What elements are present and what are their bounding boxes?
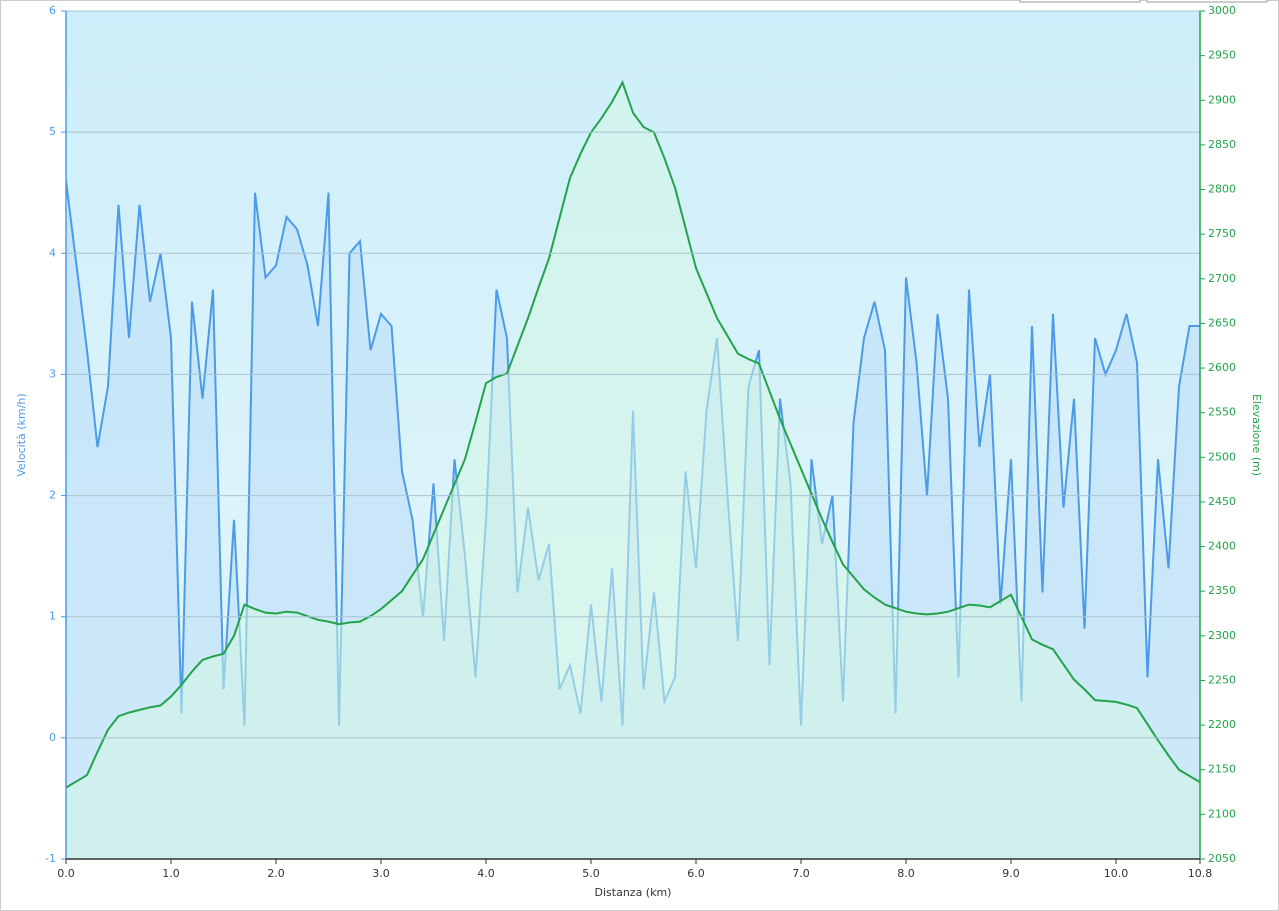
toolbar-button[interactable] (1019, 0, 1141, 3)
y2-tick-label: 2200 (1208, 718, 1236, 731)
x-tick-label: 3.0 (372, 867, 390, 880)
y2-tick-label: 2700 (1208, 272, 1236, 285)
y-tick-label: 4 (49, 246, 56, 259)
y-tick-label: 2 (49, 489, 56, 502)
plot-layer (66, 79, 1200, 859)
x-tick-label: 0.0 (57, 867, 75, 880)
x-tick-label: 2.0 (267, 867, 285, 880)
y2-tick-label: 2100 (1208, 807, 1236, 820)
x-axis-label: Distanza (km) (595, 886, 672, 899)
y2-tick-label: 2250 (1208, 673, 1236, 686)
y-tick-label: 5 (49, 125, 56, 138)
y2-tick-label: 3000 (1208, 4, 1236, 17)
y2-tick-label: 2850 (1208, 138, 1236, 151)
y2-tick-label: 2600 (1208, 361, 1236, 374)
x-tick-label: 6.0 (687, 867, 705, 880)
x-tick-label: 4.0 (477, 867, 495, 880)
y2-tick-label: 2450 (1208, 495, 1236, 508)
series-line (66, 79, 1200, 789)
y2-tick-label: 2750 (1208, 227, 1236, 240)
y2-tick-label: 2950 (1208, 49, 1236, 62)
y-tick-label: 6 (49, 4, 56, 17)
y2-tick-label: 2650 (1208, 316, 1236, 329)
y-tick-label: 3 (49, 367, 56, 380)
x-tick-label: 8.0 (897, 867, 915, 880)
y2-tick-label: 2400 (1208, 540, 1236, 553)
y2-tick-label: 2550 (1208, 406, 1236, 419)
x-tick-label: 5.0 (582, 867, 600, 880)
y2-tick-label: 2150 (1208, 763, 1236, 776)
x-tick-label: 10.8 (1188, 867, 1213, 880)
y-axis-label: Velocità (km/h) (15, 393, 28, 476)
y-tick-label: -1 (45, 852, 56, 865)
x-tick-label: 7.0 (792, 867, 810, 880)
y-tick-label: 1 (49, 610, 56, 623)
toolbar-button[interactable] (1146, 0, 1268, 3)
y-tick-label: 0 (49, 731, 56, 744)
y2-tick-label: 2900 (1208, 93, 1236, 106)
y2-tick-label: 2050 (1208, 852, 1236, 865)
x-tick-label: 10.0 (1104, 867, 1129, 880)
y2-tick-label: 2500 (1208, 450, 1236, 463)
y2-tick-label: 2350 (1208, 584, 1236, 597)
x-tick-label: 1.0 (162, 867, 180, 880)
y2-tick-label: 2800 (1208, 183, 1236, 196)
x-tick-label: 9.0 (1002, 867, 1020, 880)
y2-tick-label: 2300 (1208, 629, 1236, 642)
y2-axis-label: Elevazione (m) (1250, 394, 1263, 476)
series-area (66, 82, 1200, 859)
